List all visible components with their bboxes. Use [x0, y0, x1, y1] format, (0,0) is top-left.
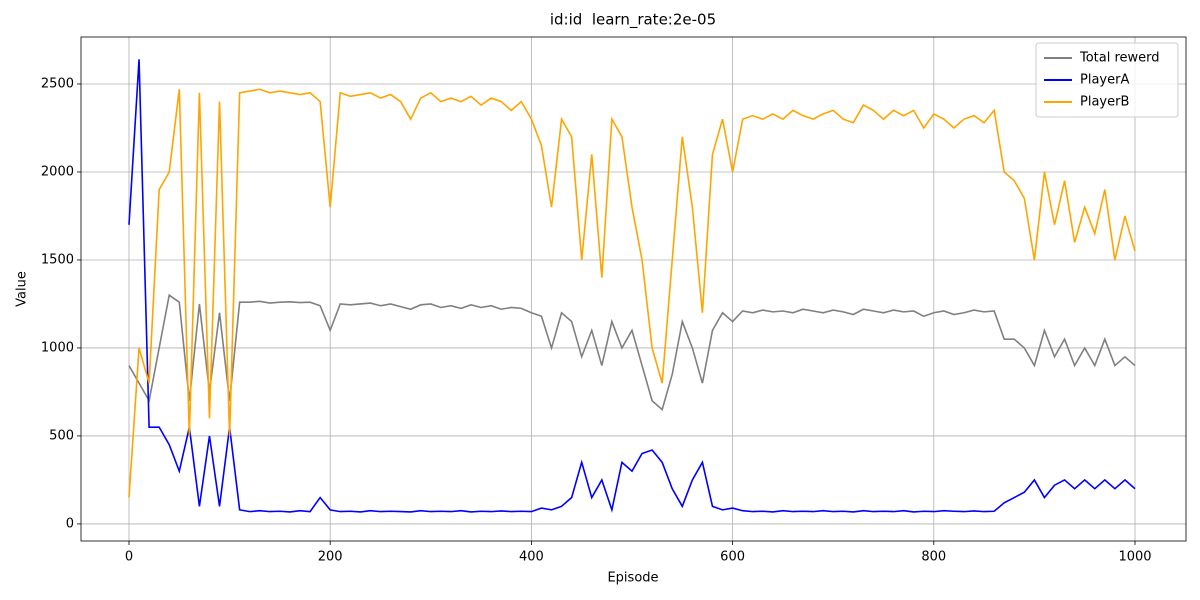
legend-box	[1035, 42, 1179, 118]
x-tick-label: 1000	[1118, 550, 1151, 565]
x-tick-label: 600	[720, 550, 745, 565]
y-tick-label: 0	[66, 516, 74, 531]
legend-label: PlayerA	[1080, 73, 1129, 88]
x-tick-label: 0	[125, 550, 133, 565]
legend-label: Total rewerd	[1079, 51, 1160, 66]
y-tick-label: 1500	[41, 252, 74, 267]
series-line	[128, 293, 1136, 411]
y-tick-label: 2000	[41, 164, 74, 179]
y-tick-label: 2500	[41, 76, 74, 91]
legend-label: PlayerB	[1080, 95, 1129, 110]
chart-title: id:id learn_rate:2e-05	[550, 11, 716, 30]
y-tick-label: 1000	[41, 340, 74, 355]
y-axis-label: Value	[15, 271, 30, 307]
x-tick-label: 200	[318, 550, 343, 565]
series-line	[128, 88, 1136, 498]
y-tick-label: 500	[49, 428, 74, 443]
legend: Total rewerd PlayerA PlayerB	[1035, 42, 1179, 118]
x-tick-label: 800	[921, 550, 946, 565]
plot-frame	[80, 36, 1187, 542]
x-tick-label: 400	[519, 550, 544, 565]
x-axis-label: Episode	[607, 571, 658, 586]
series-line	[128, 59, 1136, 513]
